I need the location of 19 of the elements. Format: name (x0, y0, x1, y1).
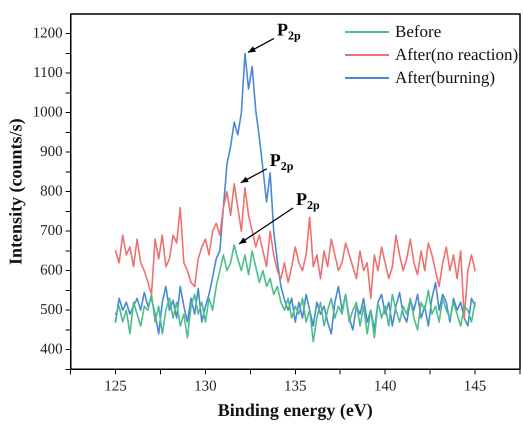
legend-label: After(no reaction) (395, 44, 518, 64)
x-tick-label: 135 (284, 378, 307, 394)
y-tick-label: 1100 (33, 65, 63, 82)
x-axis-title: Binding energy (eV) (218, 400, 373, 420)
y-axis-title: Intensity (counts/s) (5, 118, 26, 265)
x-tick-label: 140 (374, 378, 396, 394)
y-tick-label: 1200 (32, 26, 63, 42)
y-tick-label: 900 (40, 144, 63, 160)
x-tick-label: 130 (194, 378, 217, 394)
x-tick-label: 145 (464, 378, 486, 394)
y-tick-label: 800 (40, 184, 63, 200)
legend-label: After(burning) (395, 68, 496, 88)
legend-label: Before (395, 22, 442, 42)
y-tick-label: 600 (40, 262, 63, 279)
y-tick-label: 1000 (32, 104, 63, 121)
x-tick-label: 125 (104, 378, 127, 394)
y-tick-label: 700 (40, 223, 63, 240)
y-tick-label: 500 (40, 302, 63, 318)
y-tick-label: 400 (40, 342, 63, 358)
